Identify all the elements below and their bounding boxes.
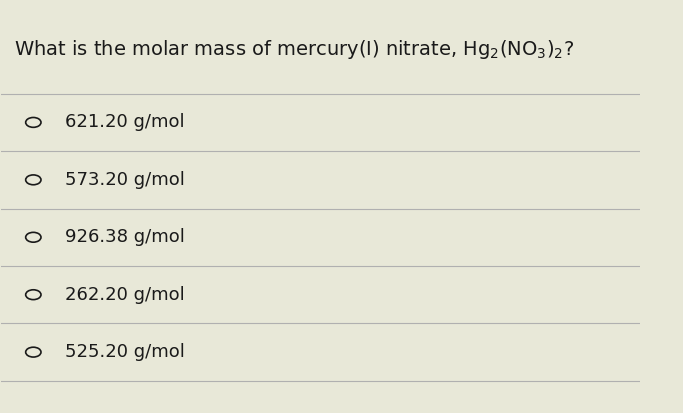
Text: 525.20 g/mol: 525.20 g/mol — [66, 343, 185, 361]
Text: 262.20 g/mol: 262.20 g/mol — [66, 286, 185, 304]
Text: 573.20 g/mol: 573.20 g/mol — [66, 171, 185, 189]
Text: 926.38 g/mol: 926.38 g/mol — [66, 228, 185, 246]
Text: 621.20 g/mol: 621.20 g/mol — [66, 114, 185, 131]
Text: What is the molar mass of mercury(I) nitrate, Hg$_2$(NO$_3$)$_2$?: What is the molar mass of mercury(I) nit… — [14, 38, 574, 61]
